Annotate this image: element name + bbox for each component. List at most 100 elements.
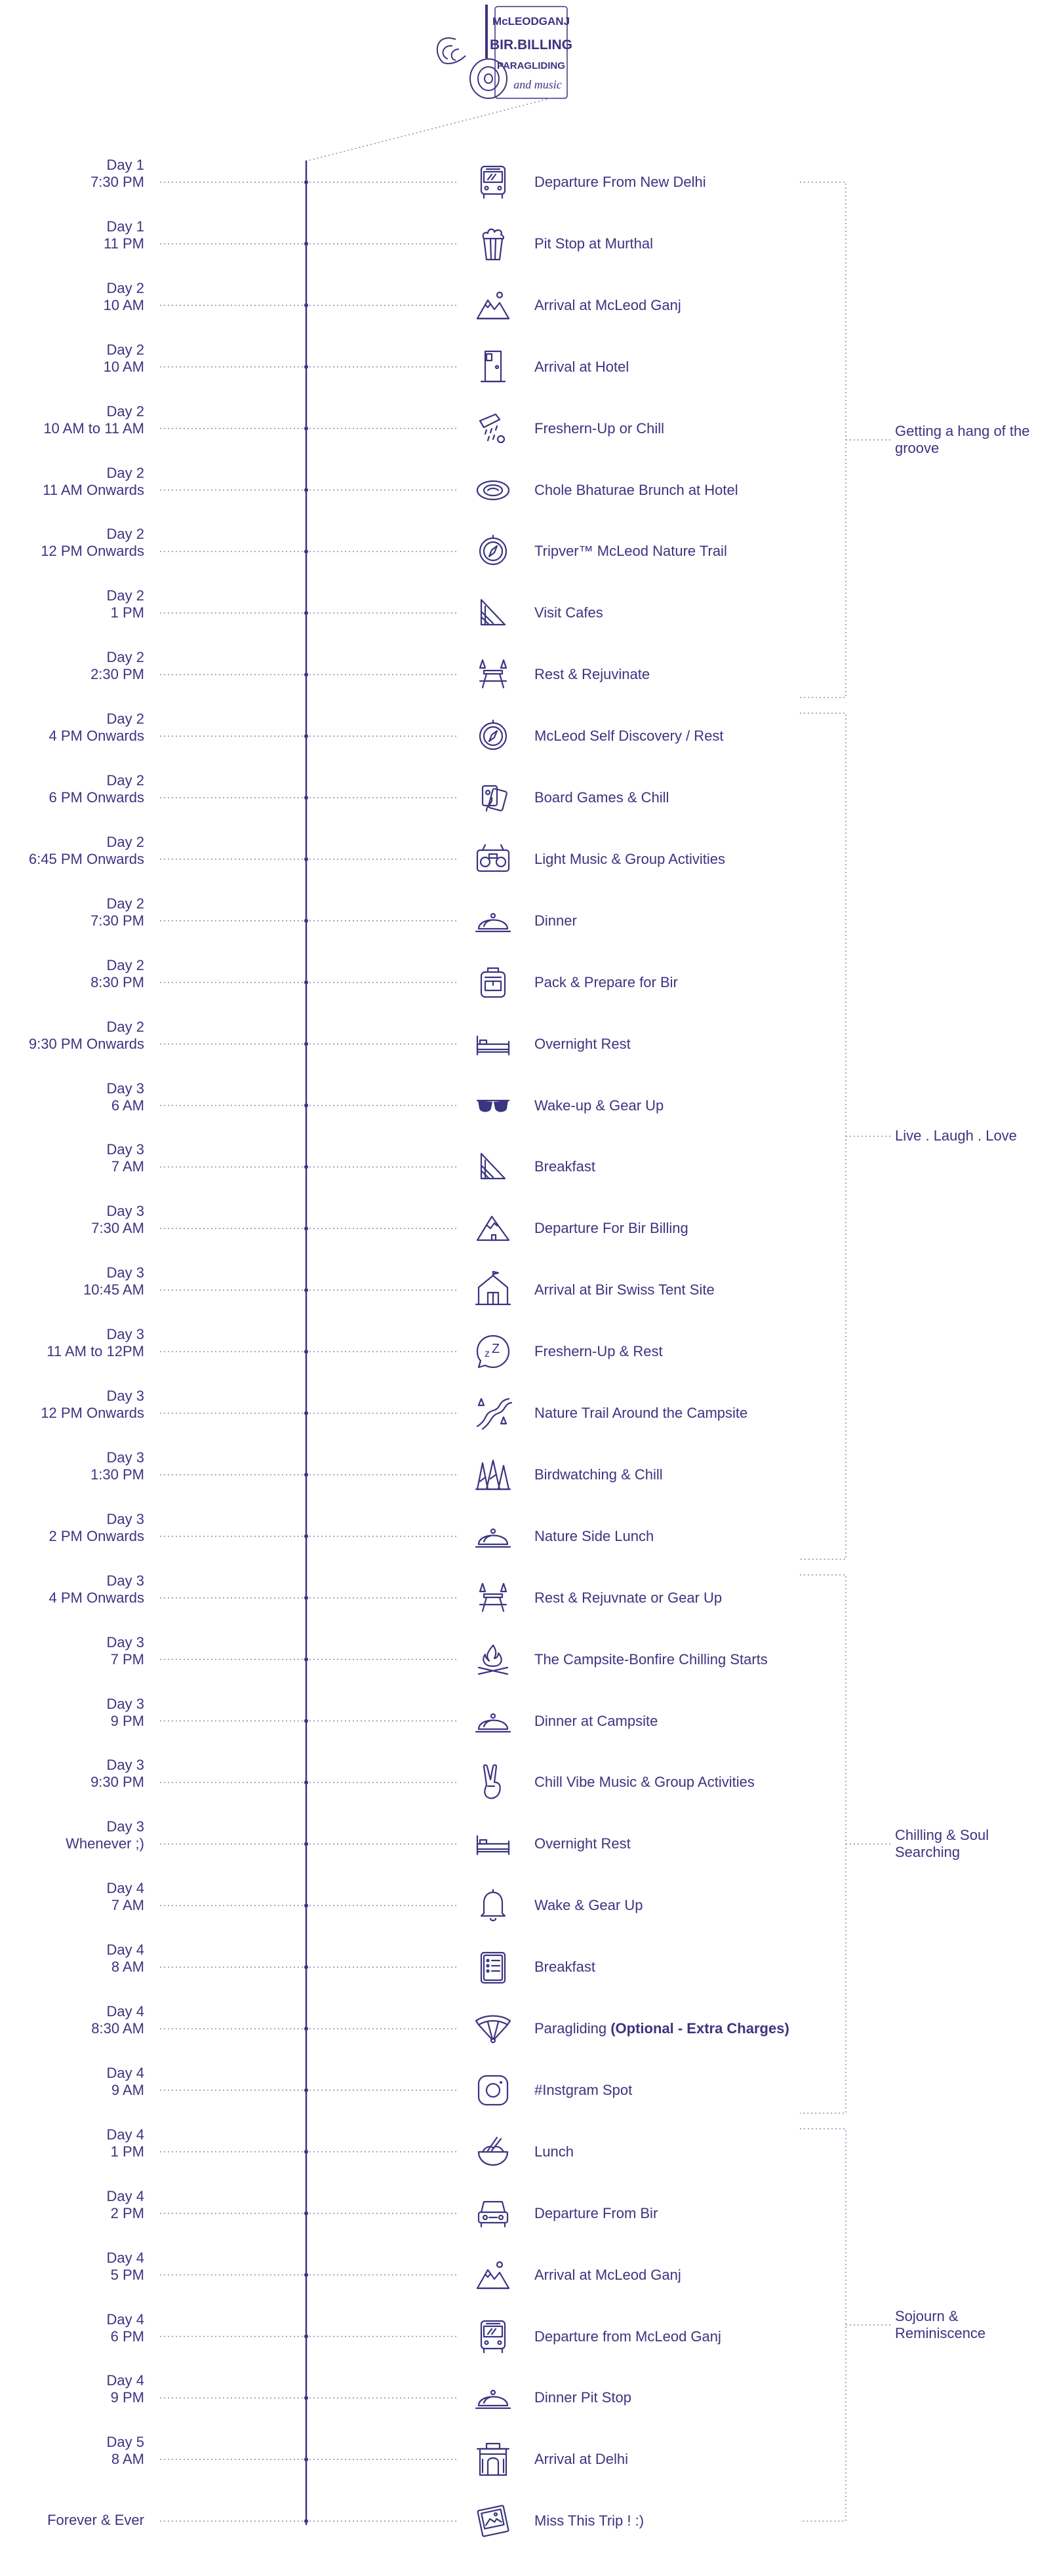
time-clock: 2 PM Onwards xyxy=(49,1527,145,1544)
time-clock: 7:30 AM xyxy=(91,1220,144,1237)
timeline-label: Dinner Pit Stop xyxy=(534,2389,631,2407)
axis-tick xyxy=(304,1965,308,1970)
label-text: Departure from McLeod Ganj xyxy=(534,2328,721,2345)
cloche-icon xyxy=(473,2378,513,2418)
timeline-label: Arrival at McLeod Ganj xyxy=(534,2266,681,2284)
time-day: Day 3 xyxy=(106,1818,144,1835)
timeline-label: Light Music & Group Activities xyxy=(534,850,725,868)
timeline-label: Dinner at Campsite xyxy=(534,1712,658,1730)
axis-tick xyxy=(304,1042,308,1046)
label-text: The Campsite-Bonfire Chilling Starts xyxy=(534,1650,768,1668)
popcorn-icon xyxy=(473,224,513,263)
group-bracket xyxy=(800,182,846,698)
axis-tick xyxy=(304,2149,308,2154)
timeline-time: Day 3 7:30 AM xyxy=(0,1203,144,1237)
timeline-time: Day 3 12 PM Onwards xyxy=(0,1388,144,1422)
time-day: Day 2 xyxy=(106,402,144,420)
time-day: Day 4 xyxy=(106,1880,144,1897)
time-clock: 9:30 PM Onwards xyxy=(28,1035,144,1052)
time-day: Day 2 xyxy=(106,1018,144,1035)
timeline-label: Pit Stop at Murthal xyxy=(534,235,653,253)
peace-hand-icon xyxy=(473,1763,513,1803)
time-day: Day 3 xyxy=(106,1141,144,1158)
logo-connector xyxy=(306,98,551,161)
time-day: Day 3 xyxy=(106,1757,144,1774)
timeline-label: Rest & Rejuvnate or Gear Up xyxy=(534,1589,722,1607)
india-gate-icon xyxy=(473,2440,513,2480)
timeline-time: Day 2 2:30 PM xyxy=(0,649,144,683)
time-clock: 10 AM xyxy=(103,358,144,375)
time-day: Day 2 xyxy=(106,649,144,666)
time-day: Day 1 xyxy=(106,218,144,235)
time-clock: 2 PM xyxy=(110,2204,144,2221)
time-clock: 2:30 PM xyxy=(90,666,144,683)
timeline-label: Departure From Bir xyxy=(534,2204,658,2223)
axis-tick xyxy=(304,1903,308,1908)
axis-tick xyxy=(304,488,308,492)
timeline-label: Tripver™ McLeod Nature Trail xyxy=(534,542,727,560)
timeline-time: Day 2 10 AM xyxy=(0,280,144,314)
time-clock: 5 PM xyxy=(110,2266,144,2283)
timeline-label: Arrival at McLeod Ganj xyxy=(534,296,681,315)
time-clock: 11 AM to 12PM xyxy=(47,1343,144,1360)
timeline-time: Day 2 8:30 PM xyxy=(0,957,144,991)
logo-line-2: BIR.BILLING xyxy=(490,37,572,52)
cloche-icon xyxy=(473,1516,513,1556)
time-clock: 8 AM xyxy=(111,1959,144,1976)
backpack-icon xyxy=(473,962,513,1002)
shower-icon xyxy=(473,408,513,448)
time-clock: 9 AM xyxy=(111,2081,144,2098)
time-day: Day 4 xyxy=(106,1942,144,1959)
time-day: Day 4 xyxy=(106,2003,144,2020)
axis-tick xyxy=(304,180,308,184)
time-clock: 4 PM Onwards xyxy=(49,1589,145,1606)
timeline-time: Day 2 11 AM Onwards xyxy=(0,465,144,499)
timeline-label: Departure From New Delhi xyxy=(534,173,706,191)
mountains-icon xyxy=(473,285,513,325)
time-clock: 11 PM xyxy=(104,235,144,252)
label-text: Pit Stop at Murthal xyxy=(534,235,653,252)
axis-tick xyxy=(304,1103,308,1108)
timeline-time: Day 2 10 AM xyxy=(0,342,144,376)
timeline-label: Board Games & Chill xyxy=(534,789,669,807)
label-text: Pack & Prepare for Bir xyxy=(534,973,678,990)
time-day: Day 3 xyxy=(106,1633,144,1650)
sandwich-icon xyxy=(473,1147,513,1187)
time-day: Day 3 xyxy=(106,1449,144,1466)
label-text: Dinner xyxy=(534,912,577,929)
time-clock: 7:30 PM xyxy=(90,912,144,929)
label-text: Departure For Bir Billing xyxy=(534,1220,688,1237)
axis-tick xyxy=(304,426,308,431)
timeline-label: #Instgram Spot xyxy=(534,2081,632,2099)
photo-icon xyxy=(473,2501,513,2541)
svg-text:z: z xyxy=(485,1348,490,1359)
logo-line-4: and music xyxy=(513,78,562,91)
label-text: Departure From Bir xyxy=(534,2204,658,2221)
axis-tick xyxy=(304,1226,308,1231)
time-clock: Whenever ;) xyxy=(66,1835,144,1852)
time-clock: 6 AM xyxy=(111,1097,144,1114)
sunglasses-icon xyxy=(473,1085,513,1125)
time-clock: 7 AM xyxy=(111,1897,144,1914)
label-text: #Instgram Spot xyxy=(534,2081,633,2098)
timeline-time: Day 3 Whenever ;) xyxy=(0,1818,144,1852)
time-day: Day 3 xyxy=(106,1388,144,1404)
timeline-label: Departure For Bir Billing xyxy=(534,1219,688,1238)
timeline-label: Overnight Rest xyxy=(534,1835,631,1853)
timeline-label: Wake-up & Gear Up xyxy=(534,1097,664,1115)
timeline-label: Rest & Rejuvinate xyxy=(534,665,650,684)
timeline-time: Day 3 9:30 PM xyxy=(0,1757,144,1791)
time-day: Day 2 xyxy=(106,341,144,358)
axis-tick xyxy=(304,1165,308,1169)
time-clock: 6:45 PM Onwards xyxy=(28,850,144,867)
timeline-label: Breakfast xyxy=(534,1958,595,1976)
time-day: Day 3 xyxy=(106,1264,144,1281)
time-day: Day 4 xyxy=(106,2187,144,2204)
axis-tick xyxy=(304,1719,308,1723)
time-day: Day 2 xyxy=(106,464,144,481)
time-clock: 8:30 AM xyxy=(91,2020,144,2037)
